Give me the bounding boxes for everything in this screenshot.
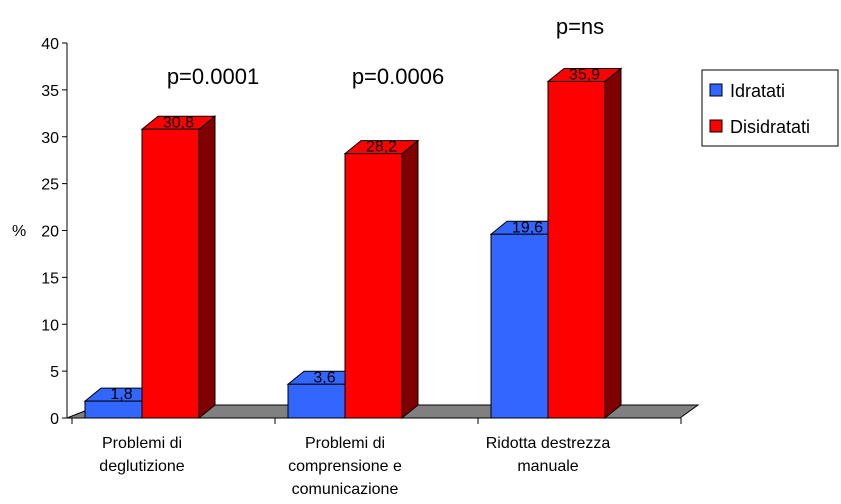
data-label: 28,2: [366, 139, 397, 156]
bars: [83, 67, 623, 420]
bar-disidratati-0: [140, 115, 217, 420]
y-tick-label: 10: [41, 317, 59, 334]
bar-side-face: [604, 67, 622, 420]
y-tick-label: 20: [41, 224, 59, 241]
legend-swatch-disidratati: [709, 119, 723, 133]
bar-front-face: [84, 400, 143, 419]
y-tick-label: 0: [50, 411, 59, 428]
data-label: 30,8: [163, 114, 194, 131]
bar-side-face: [198, 115, 216, 420]
x-category-label: comprensione e: [288, 458, 402, 475]
bar-front-face: [490, 233, 549, 419]
category-labels: Problemi di deglutizione Problemi di compre…: [99, 435, 610, 498]
bar-disidratati-2: [546, 67, 623, 420]
legend-label-idratati: Idratati: [730, 81, 785, 101]
y-tick-label: 30: [41, 130, 59, 147]
bar-side-face: [401, 139, 419, 420]
legend-label-disidratati: Disidratati: [730, 117, 810, 137]
legend-swatch-idratati: [709, 83, 723, 97]
data-label: 35,9: [569, 66, 600, 83]
x-category-label: comunicazione: [292, 481, 399, 498]
x-category-label: Ridotta destrezza: [486, 435, 611, 452]
y-tick-label: 40: [41, 36, 59, 53]
p-value-annotations: p=0.0001 p=0.0006 p=ns: [167, 14, 604, 89]
p-value-label: p=ns: [556, 14, 604, 39]
y-tick-label: 5: [50, 364, 59, 381]
bar-disidratati-1: [343, 139, 420, 420]
y-axis: 0 5 10 15 20 25 30 35 40: [41, 36, 682, 428]
x-category-label: Problemi di: [102, 435, 182, 452]
y-tick-label: 15: [41, 270, 59, 287]
bar-front-face: [141, 128, 200, 419]
x-category-label: manuale: [517, 458, 578, 475]
data-label: 1,8: [110, 386, 132, 403]
data-label: 3,6: [313, 369, 335, 386]
y-axis-label: %: [12, 223, 26, 240]
bar-front-face: [344, 153, 403, 419]
bar-front-face: [547, 80, 606, 419]
p-value-label: p=0.0001: [167, 64, 259, 89]
y-tick-label: 25: [41, 177, 59, 194]
x-category-label: deglutizione: [99, 458, 185, 475]
data-label: 19,6: [512, 219, 543, 236]
x-category-label: Problemi di: [305, 435, 385, 452]
y-tick-label: 35: [41, 83, 59, 100]
p-value-label: p=0.0006: [352, 64, 444, 89]
legend-box: [701, 69, 839, 147]
legend: Idratati Disidratati: [701, 69, 839, 147]
bar-front-face: [287, 383, 346, 419]
data-labels: 1,8 30,8 3,6 28,2 19,6 35,9: [110, 66, 600, 403]
